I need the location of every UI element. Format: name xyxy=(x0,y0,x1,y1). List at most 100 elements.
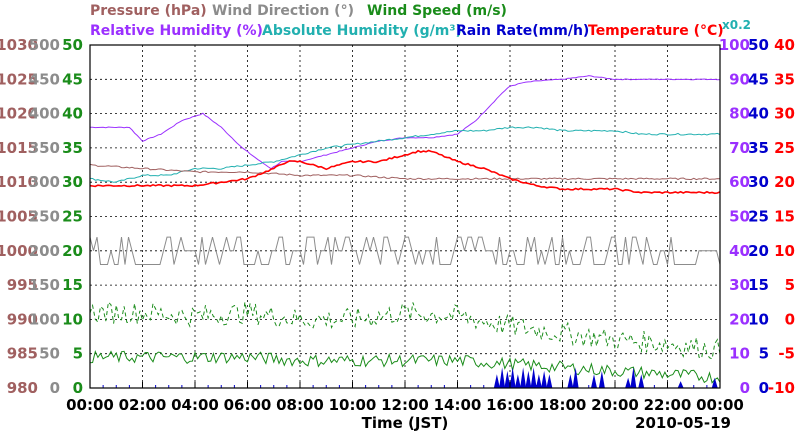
plot-frame xyxy=(89,44,721,389)
rain-rate-tick-label: 25 xyxy=(748,208,769,226)
legend-wind-direction: Wind Direction (°) xyxy=(212,3,354,19)
relative-humidity-tick-label: 0 xyxy=(740,379,750,397)
rain-rate-bar xyxy=(711,377,718,388)
wind-speed-tick-label: 40 xyxy=(62,105,83,123)
legend-temperature: Temperature (°C) xyxy=(588,23,724,39)
pressure-tick-label: 1030 xyxy=(0,36,38,54)
temperature-tick-label: 15 xyxy=(774,208,795,226)
pressure-tick-label: 1000 xyxy=(0,242,38,260)
pressure-tick-label: 1005 xyxy=(0,208,38,226)
temperature-tick-label: 0 xyxy=(785,310,795,328)
rain-rate-bar xyxy=(677,381,684,388)
x-tick-label: 14:00 xyxy=(434,396,482,414)
pressure-tick-label: 985 xyxy=(7,345,38,363)
legend-absolute-humidity: Absolute Humidity (g/m³) xyxy=(262,23,462,39)
series-wind-direction xyxy=(89,236,721,265)
relative-humidity-tick-label: 30 xyxy=(729,276,750,294)
rain-rate-bar xyxy=(530,367,537,388)
rain-rate-bar xyxy=(509,367,516,388)
rain-rate-bar xyxy=(525,370,532,388)
rain-rate-tick-label: 20 xyxy=(748,242,769,260)
rain-rate-bar xyxy=(630,367,637,388)
series-temperature-c xyxy=(89,149,721,195)
x-tick-label: 20:00 xyxy=(591,396,639,414)
date-label: 2010-05-19 xyxy=(635,414,731,432)
rain-rate-bar xyxy=(598,370,605,388)
rain-rate-bar xyxy=(591,374,597,388)
series-layer xyxy=(89,75,721,388)
legend-rain-rate: Rain Rate(mm/h) xyxy=(456,23,589,39)
x-tick-label: 00:00 xyxy=(696,396,744,414)
rain-rate-bar xyxy=(572,367,579,388)
relative-humidity-tick-label: 100 xyxy=(719,36,750,54)
x-tick-label: 06:00 xyxy=(224,396,272,414)
x-tick-label: 02:00 xyxy=(119,396,167,414)
pressure-tick-label: 995 xyxy=(7,276,38,294)
relative-humidity-tick-label: 80 xyxy=(729,105,750,123)
x-tick-label: 04:00 xyxy=(171,396,219,414)
wind-direction-tick-label: 500 xyxy=(29,36,60,54)
x-tick-label: 00:00 xyxy=(66,396,114,414)
series-absolute-humidity-g-m xyxy=(89,126,721,183)
wind-direction-tick-label: 350 xyxy=(29,139,60,157)
rain-rate-tick-label: 0 xyxy=(759,379,769,397)
wind-speed-tick-label: 15 xyxy=(62,276,83,294)
wind-speed-tick-label: 20 xyxy=(62,242,83,260)
wind-speed-tick-label: 0 xyxy=(73,379,83,397)
series-pressure-hpa xyxy=(89,163,721,181)
grid xyxy=(90,45,720,388)
temperature-tick-label: 35 xyxy=(774,70,795,88)
rain-rate-tick-label: 10 xyxy=(748,310,769,328)
wind-speed-tick-label: 5 xyxy=(73,345,83,363)
relative-humidity-tick-label: 70 xyxy=(729,139,750,157)
temperature-tick-label: -5 xyxy=(778,345,795,363)
x-tick-label: 12:00 xyxy=(381,396,429,414)
wind-speed-tick-label: 50 xyxy=(62,36,83,54)
temperature-tick-label: -10 xyxy=(768,379,795,397)
x-tick-label: 08:00 xyxy=(276,396,324,414)
relative-humidity-tick-label: 60 xyxy=(729,173,750,191)
rain-rate-tick-label: 5 xyxy=(759,345,769,363)
relative-humidity-tick-label: 50 xyxy=(729,208,750,226)
wind-speed-tick-label: 10 xyxy=(62,310,83,328)
rain-rate-bar xyxy=(499,367,506,388)
axes-layer: 1030102510201015101010051000995990985980… xyxy=(0,36,795,414)
rain-rate-bar xyxy=(504,370,511,388)
rain-rate-bar xyxy=(638,374,645,388)
x-tick-label: 22:00 xyxy=(644,396,692,414)
x-tick-label: 10:00 xyxy=(329,396,377,414)
pressure-tick-label: 1010 xyxy=(0,173,38,191)
x-axis-label: Time (JST) xyxy=(362,414,449,432)
rain-rate-bar xyxy=(546,374,553,388)
temperature-tick-label: 25 xyxy=(774,139,795,157)
wind-direction-tick-label: 400 xyxy=(29,105,60,123)
temperature-tick-label: 10 xyxy=(774,242,795,260)
rain-rate-tick-label: 40 xyxy=(748,105,769,123)
rain-rate-bar xyxy=(514,374,521,388)
rain-rate-tick-label: 50 xyxy=(748,36,769,54)
pressure-tick-label: 980 xyxy=(7,379,38,397)
wind-direction-tick-label: 300 xyxy=(29,173,60,191)
rain-rate-bar xyxy=(535,374,542,388)
rain-rate-tick-label: 15 xyxy=(748,276,769,294)
series-wind-speed-avg-m-s xyxy=(89,349,721,384)
pressure-tick-label: 990 xyxy=(7,310,38,328)
legend-x02: x0.2 xyxy=(722,18,751,32)
wind-speed-tick-label: 25 xyxy=(62,208,83,226)
pressure-tick-label: 1025 xyxy=(0,70,38,88)
wind-speed-tick-label: 35 xyxy=(62,139,83,157)
wind-direction-tick-label: 50 xyxy=(39,345,60,363)
rain-rate-tick-label: 35 xyxy=(748,139,769,157)
temperature-tick-label: 40 xyxy=(774,36,795,54)
series-wind-speed-max-m-s xyxy=(89,301,721,360)
wind-speed-tick-label: 30 xyxy=(62,173,83,191)
x-tick-label: 18:00 xyxy=(539,396,587,414)
rain-rate-bar xyxy=(493,374,500,388)
x-tick-label: 16:00 xyxy=(486,396,534,414)
temperature-tick-label: 20 xyxy=(774,173,795,191)
wind-direction-tick-label: 250 xyxy=(29,208,60,226)
temperature-tick-label: 5 xyxy=(785,276,795,294)
legend-relative-humidity: Relative Humidity (%) xyxy=(90,23,263,39)
legend-pressure: Pressure (hPa) xyxy=(90,3,207,19)
